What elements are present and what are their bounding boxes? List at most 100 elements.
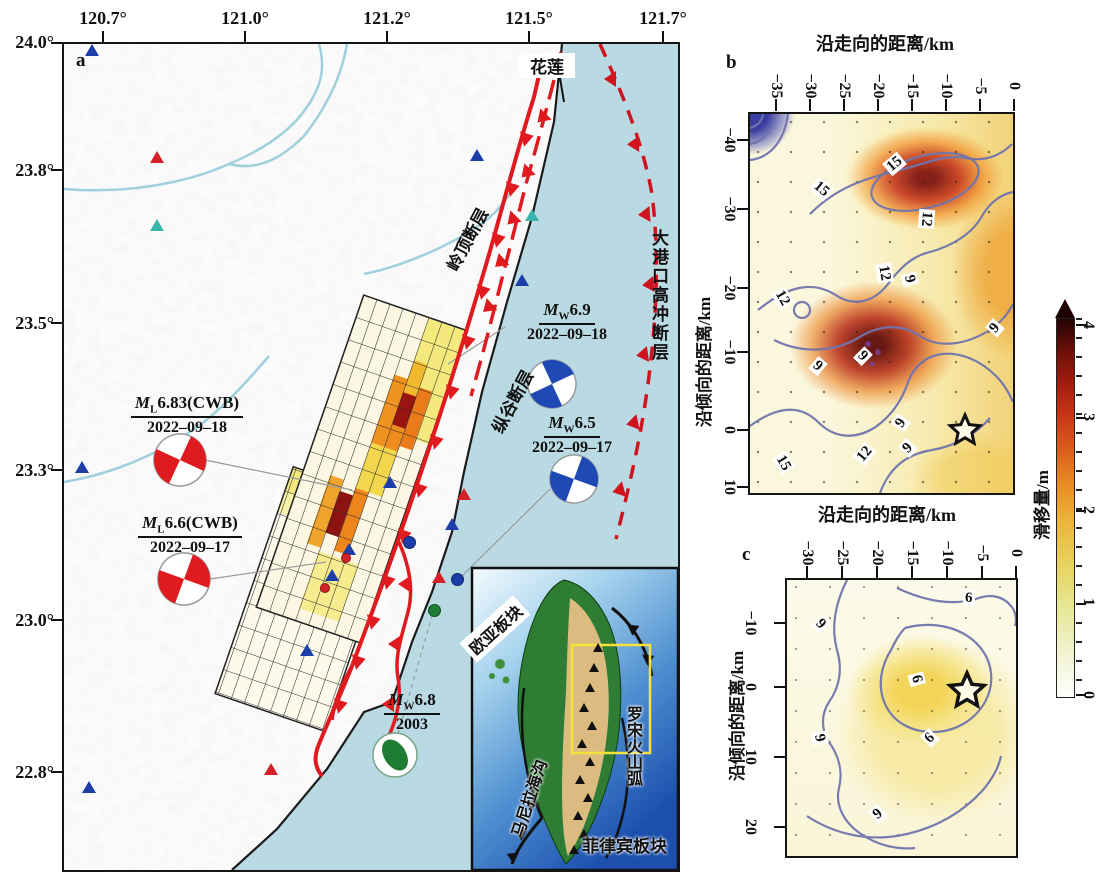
lat-tick-label: 24.0°	[15, 32, 54, 52]
station-triangle-blue	[470, 149, 484, 161]
epicenter-dot-red	[320, 583, 330, 593]
lon-tick	[528, 31, 530, 42]
lat-tick	[51, 322, 62, 324]
hypocenter-star	[945, 668, 989, 710]
station-triangle-blue	[445, 518, 459, 530]
panel-b-y-tick	[737, 208, 748, 210]
colorbar-major-tick	[1076, 324, 1086, 326]
panel-c-x-tick-label: −10	[939, 540, 956, 566]
panel-b-y-tick-label: 10	[721, 479, 738, 495]
coastline	[231, 44, 564, 870]
colorbar-tick-label: 4	[1080, 321, 1097, 329]
event-label-mw68: MW6.8 2003	[357, 690, 467, 734]
panel-b-x-tick-label: −20	[870, 73, 887, 99]
station-triangle-blue	[82, 781, 96, 793]
inset-map	[470, 566, 678, 870]
station-triangle-cyan	[150, 219, 164, 231]
contour-label: 12	[917, 208, 936, 230]
rivers	[64, 44, 518, 484]
colorbar-major-tick	[1076, 417, 1086, 419]
panel-a-label: a	[76, 50, 86, 71]
station-triangle-blue	[300, 644, 314, 656]
panel-b-x-tick-label: 0	[1006, 82, 1023, 90]
panel-b-slip-heatmap: 15 15 12 12 9 12 9 9 9 9 9 12 15	[748, 112, 1015, 495]
panel-c-x-tick	[806, 566, 808, 578]
station-triangle-cyan	[525, 209, 539, 221]
panel-c-x-tick	[911, 566, 913, 578]
longitudinal-valley-fault	[313, 61, 544, 778]
panel-c-x-tick-label: −20	[869, 540, 886, 566]
focal-mechanism-blue-mw69	[527, 359, 577, 409]
lat-tick-label: 23.3°	[15, 460, 54, 480]
station-triangle-red	[150, 151, 164, 163]
panel-b-y-tick	[737, 287, 748, 289]
panel-b-x-tick	[843, 99, 845, 111]
station-triangle-red	[432, 571, 446, 583]
panel-c-x-title: 沿走向的距离/km	[817, 505, 956, 525]
panel-b-y-tick	[737, 351, 748, 353]
dagangkou-fault	[598, 44, 659, 540]
colorbar-major-tick	[1076, 603, 1086, 605]
connector-lines	[204, 326, 551, 735]
lon-tick-label: 121.0°	[221, 8, 269, 28]
station-triangle-blue	[342, 543, 356, 555]
colorbar-major-tick	[1076, 694, 1086, 696]
panel-c-y-tick-label: −10	[742, 610, 759, 636]
colorbar-arrow	[1055, 299, 1075, 318]
inset-label-luzon-arc: 罗宋火山弧	[624, 706, 641, 786]
lon-tick-label: 121.2°	[363, 8, 411, 28]
panel-c-y-tick	[774, 826, 785, 828]
panel-c-y-tick-label: 0	[742, 683, 759, 691]
fault-label-dagangkou: 大港口高冲断层	[649, 229, 668, 362]
panel-c-y-title: 沿倾向的距离/km	[728, 650, 747, 782]
focal-mechanism-green-mw68	[372, 732, 418, 778]
inset-study-area-box	[570, 643, 652, 755]
panel-b-x-tick-label: −30	[802, 73, 819, 99]
colorbar-minor-ticks	[1076, 318, 1082, 698]
panel-c-x-tick	[981, 566, 983, 578]
station-triangle-blue	[75, 461, 89, 473]
focal-mechanism-red-ml66	[157, 552, 211, 606]
event-label-mw69: MW6.9 2022–09–18	[527, 300, 607, 344]
panel-c-x-tick	[841, 566, 843, 578]
lon-tick	[244, 31, 246, 42]
contour-label: 12	[874, 262, 895, 284]
panel-b-y-tick-label: −30	[721, 196, 738, 222]
panel-b-x-tick	[979, 99, 981, 111]
panel-c-x-tick-label: −30	[799, 540, 816, 566]
panel-b-x-tick	[877, 99, 879, 111]
lon-tick	[386, 31, 388, 42]
slip-grid-main	[255, 294, 469, 644]
station-triangle-blue	[325, 569, 339, 581]
lon-tick	[662, 31, 664, 42]
panel-c-x-tick	[1015, 566, 1017, 578]
map-frame: a 花莲 岭顶断层 纵谷断层 大港口高冲断层 MW6.9 2022–09–18 …	[62, 42, 680, 872]
event-label-ml683: ML6.83(CWB) 2022–09–18	[112, 393, 262, 437]
panel-c-x-tick-label: −5	[974, 544, 991, 562]
lat-tick	[51, 771, 62, 773]
station-triangle-blue	[85, 44, 99, 56]
event-label-mw65: MW6.5 2022–09–17	[532, 413, 612, 457]
panel-b-x-tick	[775, 99, 777, 111]
panel-b-x-tick	[1013, 99, 1015, 111]
lon-tick	[102, 31, 104, 42]
lat-tick	[51, 169, 62, 171]
panel-c-x-tick-label: −15	[904, 540, 921, 566]
inset-central-range	[562, 598, 609, 856]
epicenter-dot-green	[428, 604, 441, 617]
panel-b-x-tick	[945, 99, 947, 111]
map-canvas	[64, 44, 678, 870]
panel-b-x-tick-label: −15	[904, 73, 921, 99]
epicenter-dot-blue	[451, 573, 464, 586]
panel-c-x-tick	[876, 566, 878, 578]
lat-tick-label: 22.8°	[15, 762, 54, 782]
panel-c-y-tick	[774, 756, 785, 758]
epicenter-dot-blue	[403, 536, 416, 549]
panel-b-x-tick-label: −10	[938, 73, 955, 99]
panel-b-y-title: 沿倾向的距离/km	[695, 296, 714, 428]
panel-c-x-tick-label: −25	[834, 540, 851, 566]
panel-b-x-tick-label: −5	[972, 77, 989, 95]
lon-tick-label: 121.5°	[505, 8, 553, 28]
panel-b-y-tick-label: −40	[721, 127, 738, 153]
